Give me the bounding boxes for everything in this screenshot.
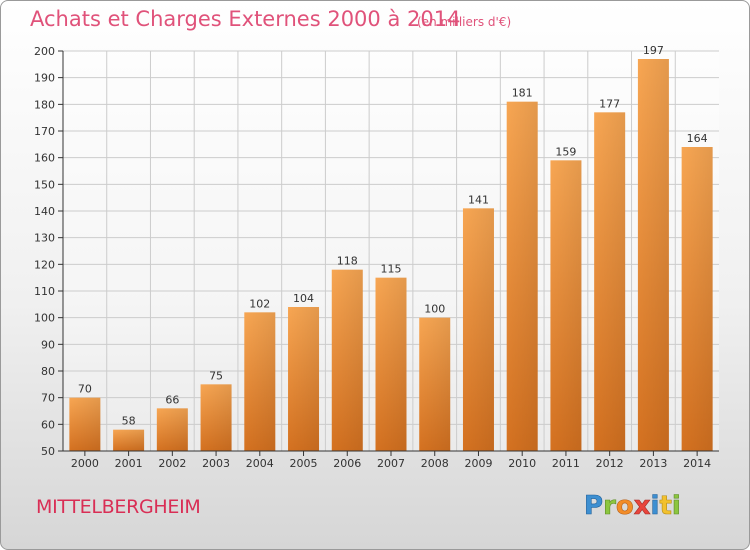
data-label: 118: [337, 255, 358, 268]
bar-shade: [69, 397, 101, 451]
y-tick-label: 60: [41, 418, 55, 431]
y-tick-label: 70: [41, 392, 55, 405]
y-tick-label: 50: [41, 445, 55, 458]
bar-shade: [156, 408, 188, 451]
data-label: 141: [468, 193, 489, 206]
x-tick-label: 2005: [290, 457, 318, 470]
x-tick-label: 2003: [202, 457, 230, 470]
x-tick-label: 2007: [377, 457, 405, 470]
svg-text:Proxiti: Proxiti: [584, 491, 681, 519]
data-label: 104: [293, 292, 314, 305]
y-tick-label: 110: [34, 285, 55, 298]
y-tick-label: 180: [34, 98, 55, 111]
data-label: 181: [512, 87, 533, 100]
bar-shade: [331, 269, 363, 451]
x-tick-label: 2013: [639, 457, 667, 470]
bar-shade: [200, 384, 232, 451]
data-label: 177: [599, 97, 620, 110]
x-tick-label: 2011: [552, 457, 580, 470]
bar-layer: 70 58 66 75 102 104 118 115 100 141 181 159 177 197 16…: [69, 44, 713, 452]
data-label: 70: [78, 383, 92, 396]
bar-chart: 70 58 66 75 102 104 118 115 100 141 181 159 177 197 16…: [34, 44, 719, 470]
data-label: 66: [165, 393, 179, 406]
bar-shade: [506, 101, 538, 452]
y-tick-label: 130: [34, 232, 55, 245]
x-tick-label: 2004: [246, 457, 274, 470]
y-tick-label: 170: [34, 125, 55, 138]
x-tick-label: 2010: [508, 457, 536, 470]
x-tick-label: 2000: [71, 457, 99, 470]
bar-shade: [594, 112, 626, 451]
x-tick-label: 2014: [683, 457, 711, 470]
x-tick-label: 2012: [596, 457, 624, 470]
proxiti-logo: Proxiti: [584, 491, 681, 519]
y-tick-label: 100: [34, 312, 55, 325]
bar-shade: [681, 147, 713, 451]
data-label: 100: [424, 303, 445, 316]
y-tick-label: 120: [34, 258, 55, 271]
y-tick-label: 80: [41, 365, 55, 378]
x-tick-label: 2009: [464, 457, 492, 470]
y-tick-label: 190: [34, 72, 55, 85]
bar-shade: [244, 312, 276, 451]
axis-layer: 50 60 70 80 90 100 110 120 130 140 150 160 170 180 190…: [34, 45, 719, 470]
bar-shade: [113, 429, 145, 451]
bar-shade: [288, 307, 320, 451]
bar-shade: [375, 277, 407, 451]
data-label: 115: [381, 263, 402, 276]
y-tick-label: 200: [34, 45, 55, 58]
x-tick-label: 2002: [158, 457, 186, 470]
chart-title: Achats et Charges Externes 2000 à 2014: [30, 7, 461, 31]
data-label: 102: [249, 297, 270, 310]
data-label: 75: [209, 369, 223, 382]
commune-name: MITTELBERGHEIM: [36, 496, 201, 518]
chart-subtitle: (en milliers d'€): [417, 15, 512, 29]
bar-shade: [637, 59, 669, 451]
x-tick-label: 2008: [421, 457, 449, 470]
data-label: 58: [122, 415, 136, 428]
data-label: 197: [643, 44, 664, 57]
y-tick-label: 160: [34, 152, 55, 165]
y-tick-label: 90: [41, 338, 55, 351]
bar-shade: [462, 208, 494, 451]
y-tick-label: 150: [34, 178, 55, 191]
x-tick-label: 2006: [333, 457, 361, 470]
data-label: 164: [687, 132, 708, 145]
y-tick-label: 140: [34, 205, 55, 218]
bar-shade: [419, 317, 451, 451]
bar-shade: [550, 160, 582, 452]
data-label: 159: [555, 145, 576, 158]
x-tick-label: 2001: [115, 457, 143, 470]
